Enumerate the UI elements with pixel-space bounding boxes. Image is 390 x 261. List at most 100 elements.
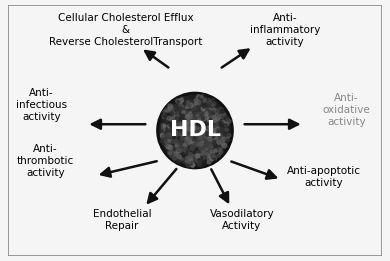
Point bbox=[195, 154, 201, 158]
Point bbox=[204, 107, 210, 111]
Point bbox=[191, 157, 197, 161]
Point bbox=[200, 107, 206, 111]
Point bbox=[193, 147, 200, 151]
Point bbox=[214, 113, 220, 117]
Point bbox=[205, 152, 211, 157]
Point bbox=[181, 123, 187, 128]
Point bbox=[170, 143, 176, 147]
Point bbox=[196, 159, 202, 164]
Point bbox=[217, 149, 223, 153]
Point bbox=[168, 128, 175, 132]
Point bbox=[203, 129, 209, 134]
Point bbox=[187, 156, 193, 160]
Point bbox=[173, 117, 179, 121]
Point bbox=[179, 114, 186, 118]
Point bbox=[160, 134, 167, 138]
Point bbox=[204, 111, 210, 116]
Point bbox=[218, 147, 224, 151]
Point bbox=[184, 137, 190, 141]
Point bbox=[209, 121, 215, 125]
Point bbox=[211, 122, 217, 127]
Point bbox=[188, 103, 194, 108]
Point bbox=[167, 145, 173, 150]
Point bbox=[193, 124, 199, 128]
Point bbox=[207, 110, 214, 115]
Point bbox=[181, 110, 187, 115]
Point bbox=[223, 122, 229, 126]
Point bbox=[208, 115, 215, 119]
Point bbox=[210, 149, 216, 153]
Point bbox=[177, 103, 183, 107]
Point bbox=[179, 129, 185, 133]
Point bbox=[174, 144, 180, 148]
Point bbox=[225, 119, 232, 123]
Point bbox=[195, 154, 201, 158]
Point bbox=[165, 138, 171, 142]
Point bbox=[190, 104, 196, 108]
Point bbox=[176, 149, 182, 153]
Point bbox=[191, 136, 197, 140]
Point bbox=[192, 157, 199, 161]
Point bbox=[201, 146, 207, 150]
Point bbox=[158, 128, 164, 133]
Point bbox=[193, 145, 200, 149]
Point bbox=[192, 107, 198, 111]
Point bbox=[173, 119, 179, 123]
Point bbox=[183, 144, 189, 148]
Point bbox=[173, 124, 179, 128]
Point bbox=[202, 153, 209, 158]
Point bbox=[213, 149, 219, 153]
Point bbox=[197, 130, 204, 135]
Point bbox=[206, 99, 212, 103]
Point bbox=[216, 153, 222, 158]
Point bbox=[178, 98, 184, 102]
Point bbox=[216, 138, 222, 143]
Point bbox=[196, 118, 202, 122]
Point bbox=[194, 131, 200, 135]
Point bbox=[200, 116, 206, 120]
Point bbox=[173, 104, 179, 108]
Point bbox=[171, 116, 177, 120]
Point bbox=[219, 109, 225, 113]
Point bbox=[220, 111, 226, 116]
Point bbox=[197, 156, 203, 160]
Point bbox=[215, 135, 222, 139]
Point bbox=[184, 100, 191, 104]
Point bbox=[215, 146, 221, 150]
Point bbox=[206, 119, 212, 123]
Point bbox=[167, 112, 173, 116]
Point bbox=[169, 110, 175, 115]
Point bbox=[182, 97, 188, 101]
Point bbox=[207, 150, 213, 154]
Point bbox=[173, 129, 179, 133]
Point bbox=[176, 113, 182, 117]
Point bbox=[181, 98, 188, 102]
Point bbox=[191, 110, 198, 115]
Point bbox=[210, 132, 216, 136]
Point bbox=[218, 122, 225, 126]
Point bbox=[185, 100, 191, 104]
Point bbox=[162, 110, 168, 115]
Point bbox=[173, 117, 179, 121]
Point bbox=[202, 119, 208, 123]
Point bbox=[192, 120, 198, 124]
Point bbox=[185, 157, 191, 161]
Point bbox=[187, 135, 193, 139]
Point bbox=[186, 145, 192, 149]
Text: Vasodilatory
Activity: Vasodilatory Activity bbox=[209, 209, 274, 231]
Point bbox=[210, 154, 216, 158]
Point bbox=[179, 111, 185, 115]
Point bbox=[207, 107, 213, 111]
Point bbox=[188, 104, 194, 108]
Point bbox=[171, 135, 177, 139]
Ellipse shape bbox=[164, 99, 226, 162]
Point bbox=[183, 145, 190, 150]
Point bbox=[186, 160, 192, 164]
Point bbox=[169, 123, 175, 128]
Point bbox=[206, 156, 213, 160]
Point bbox=[173, 152, 179, 156]
Point bbox=[195, 155, 201, 159]
Point bbox=[160, 127, 167, 132]
Point bbox=[167, 150, 174, 154]
Point bbox=[174, 111, 181, 116]
